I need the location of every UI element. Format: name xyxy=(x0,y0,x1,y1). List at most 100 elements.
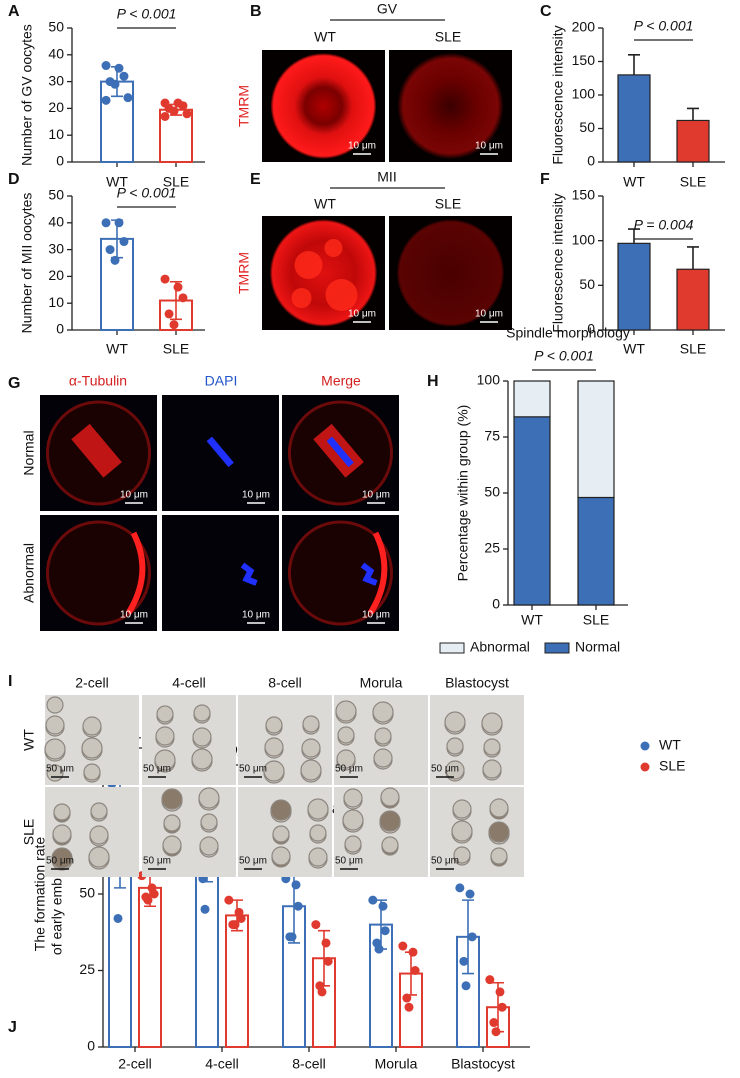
data-point xyxy=(323,956,333,966)
y-axis-label: Number of MII oocytes xyxy=(19,193,35,334)
y-axis-label: Number of GV oocytes xyxy=(19,24,35,166)
y-tick-label: 50 xyxy=(484,484,500,500)
embryo xyxy=(482,759,502,779)
data-point xyxy=(143,895,153,905)
data-point xyxy=(368,895,378,905)
micrograph: 50 μm xyxy=(334,787,428,877)
micrograph: 10 μm xyxy=(162,515,279,631)
embryo xyxy=(490,847,508,865)
scale-bar-label: 10 μm xyxy=(120,610,148,621)
data-point xyxy=(291,880,301,890)
y-tick-label: 0 xyxy=(587,321,595,337)
data-point xyxy=(408,947,418,957)
embryo xyxy=(452,799,472,819)
legend-marker xyxy=(439,642,465,654)
data-point xyxy=(311,920,321,930)
row-label: SLE xyxy=(21,819,37,845)
data-point xyxy=(236,913,246,923)
data-point xyxy=(101,95,111,105)
column-label: WT xyxy=(314,196,336,212)
group-header: GV xyxy=(377,1,398,17)
scale-bar-label: 50 μm xyxy=(431,764,459,775)
bar-segment xyxy=(577,496,615,606)
y-tick-label: 40 xyxy=(48,46,64,62)
scale-bar-label: 10 μm xyxy=(362,610,390,621)
y-tick-label: 20 xyxy=(48,267,64,283)
panel-letter: B xyxy=(250,3,262,20)
micrograph: 50 μm xyxy=(238,695,332,785)
error-bar xyxy=(628,54,640,75)
data-point xyxy=(380,926,390,936)
data-point xyxy=(378,901,388,911)
row-label: Normal xyxy=(21,430,37,475)
data-point xyxy=(123,93,133,103)
micrograph: 50 μm xyxy=(238,787,332,877)
chromosomes xyxy=(206,436,234,468)
y-tick-label: 0 xyxy=(56,153,64,169)
y-tick-label: 0 xyxy=(87,1038,95,1054)
data-point xyxy=(404,1002,414,1012)
data-point xyxy=(317,987,327,997)
panel-letter: D xyxy=(8,171,20,188)
embryo xyxy=(335,700,357,722)
scale-bar-label: 50 μm xyxy=(239,856,267,867)
embryo xyxy=(45,715,65,735)
y-tick-label: 50 xyxy=(48,187,64,203)
bar-segment xyxy=(513,380,551,418)
micrograph: 10 μm xyxy=(389,50,512,162)
y-tick-label: 150 xyxy=(572,187,596,203)
y-axis-label: The formation rate xyxy=(32,837,48,952)
scale-bar-label: 50 μm xyxy=(431,856,459,867)
data-point xyxy=(114,63,124,73)
data-point xyxy=(374,944,384,954)
data-point xyxy=(495,987,505,997)
significance-label: P < 0.001 xyxy=(117,185,177,201)
embryo xyxy=(301,738,321,758)
micrograph: 50 μm xyxy=(334,695,428,785)
significance-label: P < 0.001 xyxy=(117,6,177,22)
y-axis-label: Percentage within group (%) xyxy=(455,405,471,582)
y-tick-label: 10 xyxy=(48,126,64,142)
embryo xyxy=(445,760,465,780)
embryo xyxy=(88,846,110,868)
y-tick-label: 50 xyxy=(579,276,595,292)
embryo xyxy=(446,737,464,755)
column-label: SLE xyxy=(435,196,461,212)
y-tick-label: 25 xyxy=(79,961,95,977)
column-label: Blastocyst xyxy=(445,675,509,691)
data-point xyxy=(119,237,129,247)
embryo xyxy=(192,727,212,747)
embryo xyxy=(381,836,399,854)
panel-letter: F xyxy=(540,171,550,188)
embryo xyxy=(342,809,364,831)
embryo xyxy=(374,727,392,745)
data-point xyxy=(200,904,210,914)
data-point xyxy=(178,101,188,111)
micrograph: 10 μm xyxy=(262,50,385,162)
column-label: DAPI xyxy=(205,373,238,389)
micrograph: 10 μm xyxy=(389,216,512,330)
data-point xyxy=(461,981,471,991)
embryo xyxy=(90,802,108,820)
chart-title: Spindle morphology xyxy=(506,325,630,341)
embryo xyxy=(481,712,503,734)
embryo xyxy=(483,738,501,756)
embryo xyxy=(444,711,466,733)
micrograph: 50 μm xyxy=(45,787,139,877)
y-tick-label: 0 xyxy=(56,321,64,337)
embryo xyxy=(343,788,363,808)
row-label: TMRM xyxy=(236,252,252,294)
y-tick-label: 0 xyxy=(587,153,595,169)
data-point xyxy=(182,109,192,119)
row-label: TMRM xyxy=(236,85,252,127)
mito-cluster xyxy=(325,279,358,311)
scale-bar-label: 10 μm xyxy=(348,141,376,152)
error-bar xyxy=(628,228,640,244)
micrograph: 50 μm xyxy=(430,695,524,785)
data-point xyxy=(114,218,124,228)
x-tick-label: SLE xyxy=(680,174,706,190)
y-tick-label: 200 xyxy=(572,19,596,35)
image-bg xyxy=(142,787,236,877)
micrograph: 10 μm xyxy=(40,515,157,631)
